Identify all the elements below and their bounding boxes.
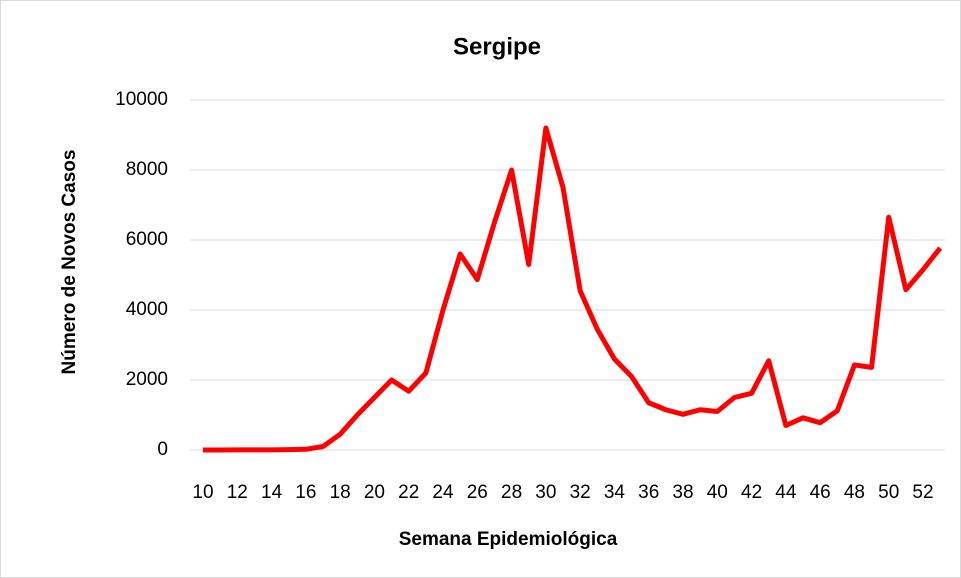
y-tick-label: 10000 [115,89,168,110]
x-tick-label: 24 [432,482,454,503]
x-axis-label: Semana Epidemiológica [399,529,618,550]
x-tick-label: 46 [810,482,831,503]
y-tick-label: 2000 [126,369,168,390]
chart-title: Sergipe [453,33,541,60]
x-tick-label: 22 [398,482,419,503]
y-tick-label: 8000 [126,159,168,180]
y-tick-label: 4000 [126,299,168,320]
x-tick-label: 40 [707,482,728,503]
x-tick-label: 38 [672,482,693,503]
x-tick-label: 28 [501,482,522,503]
y-tick-label: 0 [157,439,168,460]
x-tick-label: 42 [741,482,762,503]
x-tick-label: 30 [535,482,556,503]
x-tick-label: 26 [467,482,488,503]
x-tick-label: 16 [295,482,316,503]
x-tick-label: 10 [192,482,213,503]
data-line [203,125,943,453]
x-tick-label: 44 [775,482,797,503]
y-axis-label: Número de Novos Casos [59,150,80,375]
x-tick-label: 20 [364,482,385,503]
x-tick-label: 34 [604,482,626,503]
x-tick-label: 14 [261,482,283,503]
x-tick-label: 52 [912,482,933,503]
x-tick-label: 18 [330,482,351,503]
x-tick-label: 50 [878,482,899,503]
y-tick-label: 6000 [126,229,168,250]
x-tick-label: 32 [570,482,591,503]
x-tick-label: 48 [844,482,865,503]
x-tick-label: 36 [638,482,659,503]
x-tick-label: 12 [227,482,248,503]
